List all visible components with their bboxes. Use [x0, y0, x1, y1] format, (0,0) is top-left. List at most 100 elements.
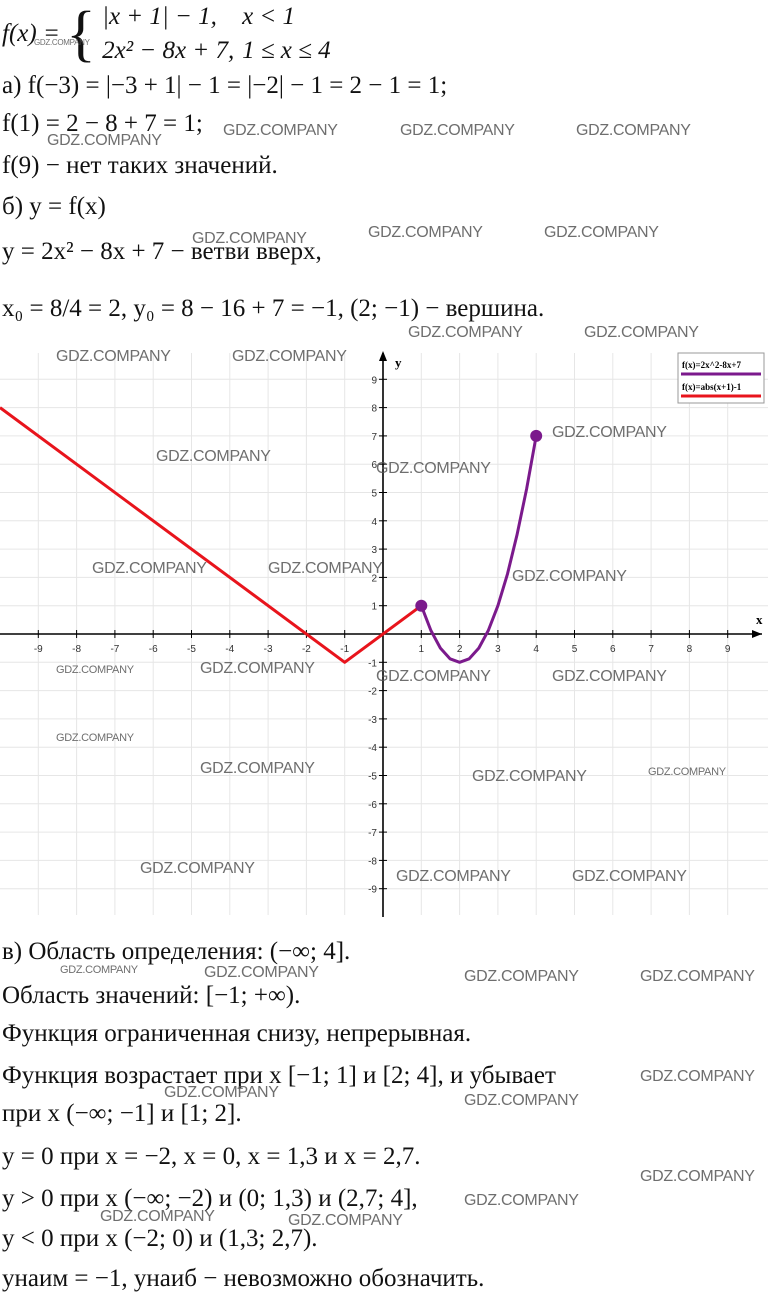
condition-1: x < 1 — [242, 3, 296, 30]
watermark: GDZ.COMPANY — [464, 968, 579, 985]
condition-2: 1 ≤ x ≤ 4 — [242, 37, 331, 64]
line-f1: f(1) = 2 − 8 + 7 = 1; — [2, 110, 203, 137]
watermark: GDZ.COMPANY — [552, 668, 667, 685]
watermark: GDZ.COMPANY — [288, 1212, 403, 1229]
endpoint-2 — [530, 429, 543, 442]
line-range: Область значений: [−1; +∞). — [2, 982, 301, 1009]
watermark: GDZ.COMPANY — [572, 868, 687, 885]
line-domain: в) Область определения: (−∞; 4]. — [2, 938, 351, 965]
y-tick-label: 4 — [371, 517, 377, 528]
watermark: GDZ.COMPANY — [376, 668, 491, 685]
y-tick-label: -4 — [368, 743, 377, 754]
legend-label-1: f(x)=2x^2-8x+7 — [682, 360, 741, 370]
watermark: GDZ.COMPANY — [368, 224, 483, 241]
watermark: GDZ.COMPANY — [640, 968, 755, 985]
line-decreasing: при x (−∞; −1] и [1; 2]. — [2, 1100, 242, 1127]
watermark: GDZ.COMPANY — [156, 448, 271, 465]
watermark: GDZ.COMPANY — [60, 964, 138, 976]
line-min-max: yнаим = −1, yнаиб − невозможно обозначит… — [2, 1265, 485, 1292]
watermark: GDZ.COMPANY — [544, 224, 659, 241]
watermark: GDZ.COMPANY — [204, 964, 319, 981]
x-tick-label: 7 — [648, 644, 654, 655]
x-tick-label: -2 — [302, 644, 311, 655]
line-parabola: y = 2x² − 8x + 7 − ветви вверх, — [2, 238, 322, 265]
watermark: GDZ.COMPANY — [92, 560, 207, 577]
y-tick-label: -3 — [368, 715, 377, 726]
x-tick-label: -9 — [34, 644, 43, 655]
x-axis-label: x — [756, 612, 763, 627]
function-label: f(x) = — [2, 20, 60, 47]
watermark: GDZ.COMPANY — [408, 324, 523, 341]
line-b: б) y = f(x) — [2, 193, 106, 220]
series-line-2 — [0, 406, 423, 664]
y-tick-label: -7 — [368, 828, 377, 839]
x-tick-label: 1 — [419, 644, 425, 655]
y-tick-label: -6 — [368, 800, 377, 811]
x-tick-label: -4 — [225, 644, 234, 655]
piecewise-definition: f(x) = { |x + 1| − 1, x < 1 2x² − 8x + 7,… — [2, 0, 331, 65]
watermark: GDZ.COMPANY — [192, 230, 307, 247]
watermark: GDZ.COMPANY — [140, 860, 255, 877]
x-tick-label: -3 — [264, 644, 273, 655]
y-tick-label: 8 — [371, 404, 377, 415]
watermark: GDZ.COMPANY — [34, 38, 90, 47]
legend-label-2: f(x)=abs(x+1)-1 — [682, 382, 742, 392]
watermark: GDZ.COMPANY — [400, 122, 515, 139]
line-vertex: x₀ = 8/4 = 2, y₀ = 8 − 16 + 7 = −1, (2; … — [2, 295, 545, 322]
y-axis-arrow — [379, 351, 387, 361]
x-tick-label: 5 — [572, 644, 578, 655]
function-graph: x y -9 -8 -7 -6 -5 -4 -3 -2 -1 1 2 3 4 5 6 7 8 9 -9 -8 -7 -6 -5 -… — [0, 351, 768, 917]
watermark: GDZ.COMPANY — [200, 660, 315, 677]
y-tick-label: 7 — [371, 432, 377, 443]
endpoint-1 — [415, 599, 428, 612]
y-axis-label: y — [395, 355, 402, 370]
case-1: |x + 1| − 1, — [102, 3, 217, 30]
y-tick-label: -5 — [368, 772, 377, 783]
watermark: GDZ.COMPANY — [200, 760, 315, 777]
y-tick-label: 5 — [371, 489, 377, 500]
y-tick-label: 3 — [371, 545, 377, 556]
series-line-1 — [419, 435, 538, 664]
brace: { — [66, 0, 96, 68]
watermark: GDZ.COMPANY — [472, 768, 587, 785]
watermark: GDZ.COMPANY — [552, 424, 667, 441]
watermark: GDZ.COMPANY — [268, 560, 383, 577]
y-tick-label: 1 — [371, 602, 377, 613]
x-tick-label: -7 — [110, 644, 119, 655]
watermark: GDZ.COMPANY — [464, 1192, 579, 1209]
x-tick-label: 9 — [725, 644, 731, 655]
line-a: а) f(−3) = |−3 + 1| − 1 = |−2| − 1 = 2 −… — [2, 72, 448, 99]
watermark: GDZ.COMPANY — [464, 1092, 579, 1109]
watermark: GDZ.COMPANY — [640, 1068, 755, 1085]
watermark: GDZ.COMPANY — [56, 732, 134, 744]
watermark: GDZ.COMPANY — [232, 348, 347, 365]
line-zeros: y = 0 при x = −2, x = 0, x = 1,3 и x = 2… — [2, 1143, 421, 1170]
x-tick-label: -8 — [72, 644, 81, 655]
line-positive: y > 0 при x (−∞; −2) и (0; 1,3) и (2,7; … — [2, 1185, 418, 1212]
x-tick-label: -1 — [340, 644, 349, 655]
watermark: GDZ.COMPANY — [223, 122, 338, 139]
watermark: GDZ.COMPANY — [648, 766, 726, 778]
line-negative: y < 0 при x (−2; 0) и (1,3; 2,7). — [2, 1225, 318, 1252]
watermark: GDZ.COMPANY — [56, 348, 171, 365]
y-tick-label: -9 — [368, 885, 377, 896]
watermark: GDZ.COMPANY — [164, 1084, 279, 1101]
x-tick-label: 2 — [457, 644, 463, 655]
x-axis-arrow — [752, 630, 762, 638]
watermark: GDZ.COMPANY — [584, 324, 699, 341]
watermark: GDZ.COMPANY — [100, 1208, 215, 1225]
y-tick-label: 2 — [371, 573, 377, 584]
watermark: GDZ.COMPANY — [56, 664, 134, 676]
x-tick-label: 8 — [687, 644, 693, 655]
line-f9: f(9) − нет таких значений. — [2, 152, 278, 179]
cases: |x + 1| − 1, x < 1 2x² − 8x + 7, 1 ≤ x ≤ 4 — [102, 0, 331, 68]
watermark: GDZ.COMPANY — [512, 568, 627, 585]
case-2: 2x² − 8x + 7, — [102, 37, 235, 64]
watermark: GDZ.COMPANY — [47, 132, 162, 149]
y-tick-label: -8 — [368, 856, 377, 867]
x-tick-label: 3 — [495, 644, 501, 655]
watermark: GDZ.COMPANY — [576, 122, 691, 139]
x-tick-label: 6 — [610, 644, 616, 655]
watermark: GDZ.COMPANY — [640, 1168, 755, 1185]
x-tick-label: 4 — [533, 644, 539, 655]
